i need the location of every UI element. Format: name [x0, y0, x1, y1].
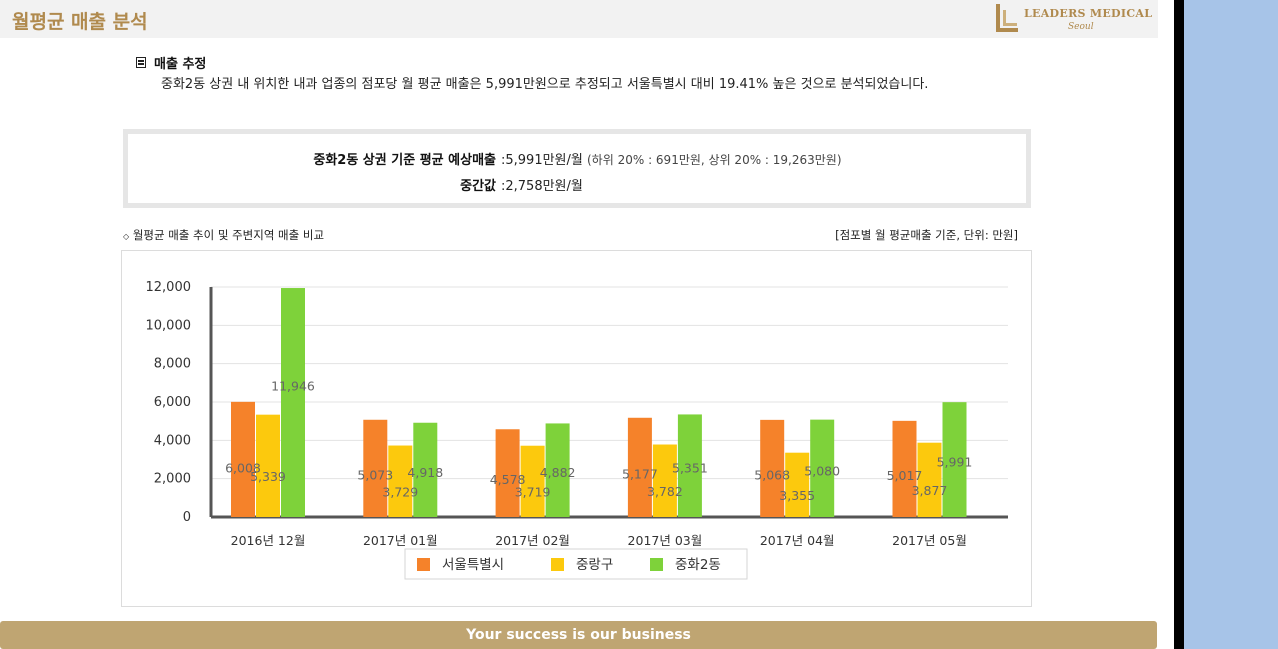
- x-tick-label: 2016년 12월: [231, 533, 306, 548]
- chart-frame: 0 2,000 4,000 6,000 8,000 10,000 12,000 2016년 1…: [121, 250, 1032, 607]
- summary-average-label: 중화2동 상권 기준 평균 예상매출: [313, 153, 496, 168]
- data-label: 6,008: [225, 460, 261, 475]
- data-label: 5,073: [357, 467, 393, 482]
- data-label: 4,918: [407, 465, 443, 480]
- legend-label: 중화2동: [675, 557, 721, 573]
- x-tick-label: 2017년 05월: [892, 533, 967, 548]
- header-bar: 월평균 매출 분석 LEADERS MEDICAL Seoul: [0, 0, 1158, 38]
- bar-2: [652, 444, 677, 517]
- data-label: 5,339: [250, 469, 286, 484]
- data-label: 3,729: [382, 484, 418, 499]
- document-icon: [136, 57, 146, 68]
- summary-average-note: (하위 20% : 691만원, 상위 20% : 19,263만원): [587, 153, 842, 167]
- summary-median-label: 중간값: [460, 179, 496, 194]
- logo-sub: Seoul: [1068, 22, 1094, 32]
- legend-swatch: [650, 558, 663, 571]
- data-label: 11,946: [271, 379, 315, 394]
- bar-1: [627, 417, 652, 517]
- data-label: 5,017: [887, 468, 923, 483]
- y-tick-label: 4,000: [154, 433, 191, 448]
- logo-text: LEADERS MEDICAL: [1024, 7, 1153, 20]
- bar-1: [892, 420, 917, 517]
- legend-box: [404, 548, 748, 580]
- bar-3: [545, 423, 570, 517]
- y-tick-label: 8,000: [154, 357, 191, 372]
- data-label: 4,882: [540, 465, 576, 480]
- bar-3: [677, 414, 702, 517]
- section-heading: 매출 추정: [136, 53, 206, 72]
- data-label: 4,578: [490, 472, 526, 487]
- bar-1: [363, 419, 388, 517]
- section-heading-text: 매출 추정: [154, 57, 207, 72]
- side-panel: [1174, 0, 1278, 649]
- side-panel-fill: [1184, 0, 1278, 649]
- bar-2: [388, 445, 413, 517]
- y-tick-label: 2,000: [154, 472, 191, 487]
- data-label: 3,719: [515, 484, 551, 499]
- legend-swatch: [417, 558, 430, 571]
- bar-2: [917, 442, 942, 517]
- footer-slogan: Your success is our business: [466, 627, 691, 643]
- logo-mark-icon: [996, 4, 1018, 32]
- bar-1: [495, 429, 520, 517]
- y-tick-label: 12,000: [146, 280, 192, 295]
- y-tick-label: 0: [183, 510, 191, 525]
- company-logo: LEADERS MEDICAL Seoul: [994, 2, 1152, 36]
- summary-box: 중화2동 상권 기준 평균 예상매출 :5,991만원/월 (하위 20% : …: [123, 129, 1031, 208]
- data-label: 5,351: [672, 461, 708, 476]
- chart-caption: ◇ 월평균 매출 추이 및 주변지역 매출 비교: [123, 227, 324, 243]
- bar-3: [413, 422, 438, 517]
- bar-2: [256, 414, 280, 517]
- x-tick-label: 2017년 01월: [363, 533, 438, 548]
- data-label: 3,355: [779, 488, 815, 503]
- bar-1: [760, 419, 785, 517]
- footer-bar: Your success is our business: [0, 621, 1157, 649]
- summary-average-value: :5,991만원/월: [501, 153, 583, 168]
- data-label: 3,782: [647, 484, 683, 499]
- x-tick-label: 2017년 02월: [495, 533, 570, 548]
- data-label: 5,991: [937, 455, 973, 470]
- data-label: 5,068: [754, 467, 790, 482]
- y-tick-label: 10,000: [146, 318, 192, 333]
- bar-1: [231, 401, 255, 517]
- summary-median-value: :2,758만원/월: [501, 179, 583, 194]
- bar-2: [520, 445, 545, 517]
- bar-chart: 0 2,000 4,000 6,000 8,000 10,000 12,000 2016년 1…: [146, 280, 1008, 580]
- data-label: 5,177: [622, 466, 658, 481]
- x-tick-label: 2017년 04월: [760, 533, 835, 548]
- report-page: 월평균 매출 분석 LEADERS MEDICAL Seoul 매출 추정 중화…: [0, 0, 1158, 649]
- data-label: 3,877: [912, 483, 948, 498]
- legend-label: 중랑구: [576, 557, 613, 573]
- data-label: 5,080: [804, 463, 840, 478]
- legend-label: 서울특별시: [442, 557, 504, 573]
- chart-caption-text: 월평균 매출 추이 및 주변지역 매출 비교: [132, 228, 325, 242]
- bar-3: [942, 402, 967, 517]
- page-title: 월평균 매출 분석: [12, 11, 148, 33]
- section-description: 중화2동 상권 내 위치한 내과 업종의 점포당 월 평균 매출은 5,991만…: [161, 77, 929, 92]
- bar-3: [810, 419, 835, 517]
- chart-unit-note: [점포별 월 평균매출 기준, 단위: 만원]: [835, 228, 1018, 242]
- legend-swatch: [551, 558, 564, 571]
- x-tick-label: 2017년 03월: [628, 533, 703, 548]
- diamond-bullet-icon: ◇: [123, 232, 130, 241]
- bar-2: [785, 452, 810, 517]
- y-tick-label: 6,000: [154, 395, 191, 410]
- bar-3: [281, 288, 305, 517]
